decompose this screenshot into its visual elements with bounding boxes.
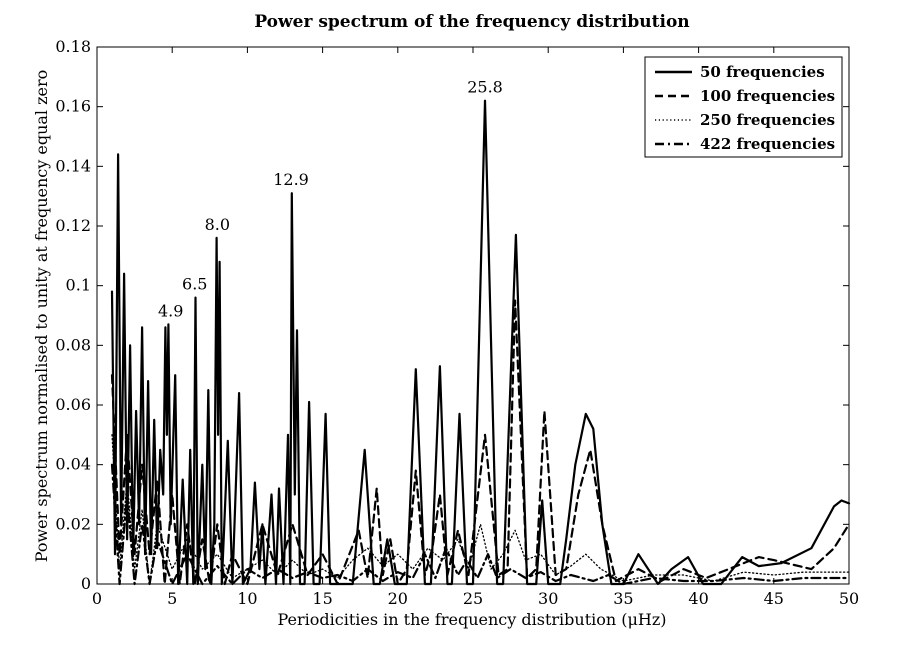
x-tick-label: 30 — [538, 589, 558, 608]
y-axis-label: Power spectrum normalised to unity at fr… — [32, 70, 51, 563]
legend: 50 frequencies 100 frequencies 250 frequen… — [644, 56, 843, 158]
x-tick-label: 25 — [463, 589, 483, 608]
legend-label: 250 frequencies — [700, 111, 835, 129]
peak-label: 25.8 — [467, 78, 503, 97]
x-axis-label: Periodicities in the frequency distribut… — [277, 610, 666, 629]
peak-label: 12.9 — [273, 170, 309, 189]
peak-label: 6.5 — [182, 275, 207, 294]
legend-label: 100 frequencies — [700, 87, 835, 105]
y-tick-label: 0.08 — [55, 335, 91, 354]
y-tick-label: 0.16 — [55, 97, 91, 116]
ticks-layer: 0 5 10 15 20 25 30 35 40 45 50 0 0.02 0.04 0.06 0.08 0.1… — [55, 37, 859, 608]
series-layer — [110, 99, 851, 586]
series-line-422-frequencies — [110, 463, 851, 586]
y-tick-label: 0.12 — [55, 216, 91, 235]
annotation-layer: 4.9 6.5 8.0 12.9 25.8 — [158, 78, 503, 321]
y-tick-label: 0.18 — [55, 37, 91, 56]
y-tick-label: 0.04 — [55, 455, 91, 474]
y-tick-label: 0.06 — [55, 395, 91, 414]
legend-label: 422 frequencies — [700, 135, 835, 153]
x-tick-label: 35 — [613, 589, 633, 608]
legend-label: 50 frequencies — [700, 63, 825, 81]
plot-frame — [96, 46, 850, 585]
peak-label: 8.0 — [205, 215, 230, 234]
x-tick-label: 10 — [237, 589, 257, 608]
x-tick-label: 50 — [839, 589, 859, 608]
x-tick-label: 45 — [764, 589, 784, 608]
x-tick-label: 5 — [167, 589, 177, 608]
chart-title: Power spectrum of the frequency distribu… — [254, 12, 689, 32]
x-tick-label: 40 — [688, 589, 708, 608]
legend-items: 50 frequencies 100 frequencies 250 frequen… — [655, 63, 835, 153]
series-line-50-frequencies — [110, 99, 851, 586]
x-tick-label: 0 — [92, 589, 102, 608]
peak-label: 4.9 — [158, 301, 183, 320]
series-line-250-frequencies — [111, 434, 850, 585]
y-tick-label: 0.1 — [66, 276, 91, 295]
y-tick-label: 0.14 — [55, 156, 91, 175]
y-tick-label: 0 — [81, 574, 91, 593]
x-tick-label: 15 — [312, 589, 332, 608]
legend-box — [644, 56, 843, 158]
x-tick-label: 20 — [388, 589, 408, 608]
y-tick-label: 0.02 — [55, 514, 91, 533]
